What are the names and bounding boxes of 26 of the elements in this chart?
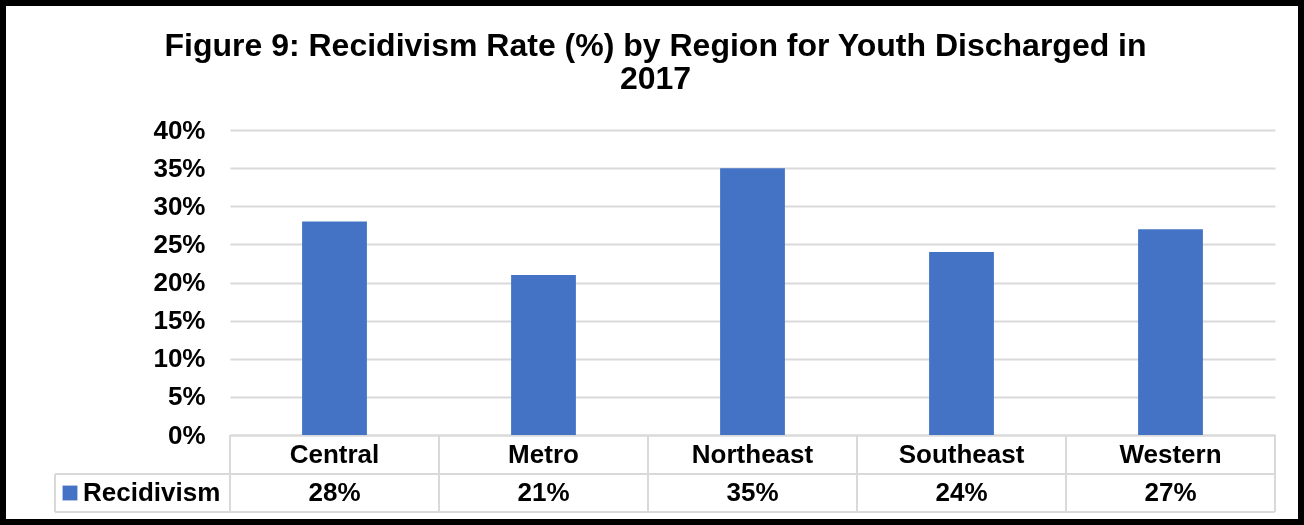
bar bbox=[302, 221, 367, 435]
chart-title: Figure 9: Recidivism Rate (%) by Region for Youth Discharged in 2017 bbox=[164, 27, 1147, 96]
bar bbox=[1138, 229, 1203, 435]
bar bbox=[511, 274, 576, 435]
x-tick-label: Metro bbox=[508, 439, 579, 469]
y-tick-label: 40% bbox=[153, 114, 206, 145]
y-tick-label: 15% bbox=[153, 305, 206, 336]
data-label: 27% bbox=[1144, 477, 1197, 507]
bar bbox=[720, 168, 785, 435]
y-tick-label: 10% bbox=[153, 343, 206, 374]
y-tick-label: 30% bbox=[153, 190, 206, 221]
x-tick-label: Western bbox=[1119, 439, 1222, 469]
legend-label: Recidivism bbox=[83, 477, 221, 507]
data-label: 35% bbox=[726, 477, 779, 507]
bar bbox=[929, 252, 994, 435]
data-label: 28% bbox=[308, 477, 361, 507]
y-tick-label: 35% bbox=[153, 152, 206, 183]
y-tick-label: 0% bbox=[167, 419, 206, 450]
y-tick-label: 20% bbox=[153, 267, 206, 297]
x-tick-label: Northeast bbox=[691, 439, 814, 469]
y-tick-label: 25% bbox=[153, 228, 206, 259]
data-label: 21% bbox=[517, 477, 570, 507]
x-tick-label: Southeast bbox=[898, 439, 1025, 469]
x-tick-label: Central bbox=[289, 439, 380, 469]
data-label: 24% bbox=[935, 477, 988, 507]
y-tick-label: 5% bbox=[167, 381, 206, 412]
